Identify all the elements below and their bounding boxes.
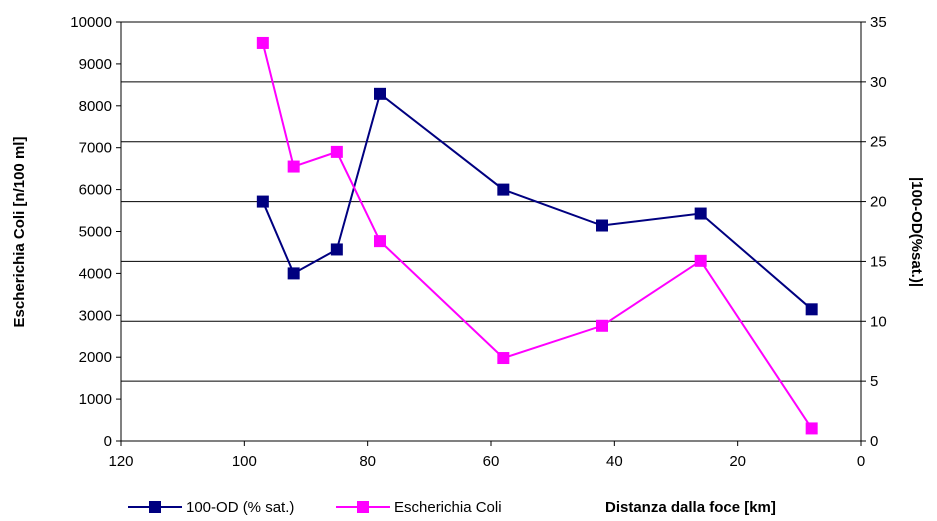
x-tick-label: 100 [232, 453, 257, 470]
x-tick-label: 120 [108, 453, 133, 470]
data-point [694, 254, 707, 267]
y-left-tick-label: 2000 [79, 349, 112, 366]
y-right-tick-label: 20 [870, 194, 887, 211]
legend-label-ecoli: Escherichia Coli [394, 499, 502, 516]
data-point [287, 160, 300, 173]
x-tick-label: 60 [483, 453, 500, 470]
data-point [330, 243, 343, 256]
series-od [256, 87, 818, 316]
y-left-tick-label: 3000 [79, 307, 112, 324]
data-point [330, 145, 343, 158]
x-tick-label: 20 [729, 453, 746, 470]
data-point [374, 87, 386, 100]
data-point [596, 319, 608, 332]
y-left-tick-label: 7000 [79, 140, 112, 157]
y-right-tick-label: 30 [870, 74, 887, 91]
y-right-tick-label: 35 [870, 14, 887, 31]
legend-marker-od [149, 501, 161, 513]
axes: 0100020003000400050006000700080009000100… [70, 14, 886, 470]
y-left-tick-label: 0 [104, 433, 112, 450]
data-point [694, 207, 707, 220]
x-tick-label: 80 [359, 453, 376, 470]
series-line [261, 92, 813, 311]
data-point [805, 422, 818, 435]
series-ecoli [256, 36, 818, 435]
x-tick-label: 40 [606, 453, 623, 470]
series-line [261, 42, 813, 429]
legend-label-od: 100-OD (% sat.) [186, 499, 294, 516]
y-left-tick-label: 9000 [79, 56, 112, 73]
legend: 100-OD (% sat.) Escherichia Coli [128, 499, 502, 516]
y-left-tick-label: 1000 [79, 391, 112, 408]
x-axis-label: Distanza dalla foce [km] [605, 499, 776, 516]
y-left-tick-label: 10000 [70, 14, 112, 31]
data-point [287, 267, 300, 280]
series-layer [256, 36, 818, 435]
y-left-tick-label: 4000 [79, 265, 112, 282]
gridlines [121, 81, 861, 382]
y-axis-right-label: |100-OD(%sat.)| [908, 177, 925, 287]
data-point [805, 303, 818, 316]
data-point [256, 195, 269, 208]
legend-item-od: 100-OD (% sat.) [128, 499, 294, 516]
data-point [497, 352, 510, 365]
y-right-tick-label: 10 [870, 313, 887, 330]
y-axis-left-label: Escherichia Coli [n/100 ml] [11, 137, 28, 328]
data-point [374, 235, 386, 248]
data-point [497, 183, 510, 196]
y-right-tick-label: 0 [870, 433, 878, 450]
data-point [256, 36, 269, 49]
y-left-tick-label: 6000 [79, 182, 112, 199]
y-right-tick-label: 25 [870, 134, 887, 151]
y-right-tick-label: 5 [870, 373, 878, 390]
y-left-tick-label: 5000 [79, 224, 112, 241]
x-tick-label: 0 [857, 453, 865, 470]
data-point [596, 219, 608, 232]
plot-area [120, 21, 862, 442]
legend-item-ecoli: Escherichia Coli [336, 499, 502, 516]
y-left-tick-label: 8000 [79, 98, 112, 115]
legend-marker-ecoli [357, 501, 369, 513]
y-right-tick-label: 15 [870, 253, 887, 270]
